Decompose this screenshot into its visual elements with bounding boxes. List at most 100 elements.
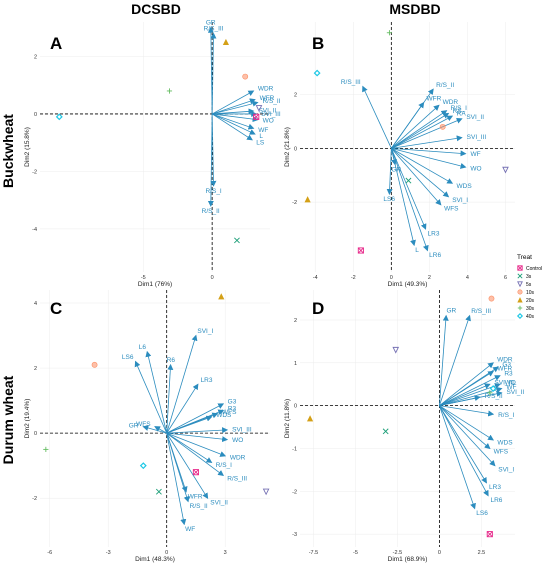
arrow-label-wo: WO — [263, 117, 274, 124]
y-tick-label: 4 — [34, 301, 37, 307]
point-5s — [502, 166, 509, 174]
point-10s — [488, 295, 495, 302]
point-30s — [166, 88, 173, 94]
loading-arrow-r-s-i — [166, 432, 213, 463]
loading-arrow-svi-i — [391, 148, 450, 198]
x-tick-label: -2.5 — [393, 550, 402, 556]
loading-arrow-wf — [166, 433, 187, 526]
loading-arrow-r-s-iii — [439, 314, 471, 406]
legend-marker-30s — [517, 305, 523, 311]
loading-arrow-ra — [391, 115, 454, 149]
arrow-label-lr3: LR3 — [489, 484, 501, 491]
loading-arrow-r-s-iii — [362, 85, 392, 149]
panel-d: -7.5 -5 -2.5 0 2.5 -3 -2 -1 0 1 2 Dim1 (68.9%) Dim2 … — [284, 290, 524, 563]
arrow-label-r-s-ii: R/S_II — [436, 82, 454, 89]
arrow-label-wo: WO — [470, 165, 481, 172]
x-tick-label: 6 — [504, 275, 507, 281]
y-tick-label: 2 — [294, 93, 297, 99]
point-5s — [392, 346, 400, 354]
legend-title: Treat — [517, 254, 532, 261]
point-control — [486, 531, 493, 538]
legend-marker-10s — [517, 289, 523, 295]
x-axis-title: Dim1 (76%) — [138, 281, 172, 288]
loading-arrow-r-s-ii — [212, 100, 259, 115]
loading-arrow-wds — [391, 147, 454, 184]
loading-arrow-gr — [207, 26, 214, 114]
point-40s — [489, 385, 497, 392]
arrow-label-r6: R6 — [167, 357, 176, 364]
arrow-label-ra: RA — [457, 111, 467, 118]
loading-arrow-rs — [391, 112, 450, 149]
loading-arrow-r-s-i — [439, 405, 495, 417]
y-axis-title: Dim2 (11.8%) — [284, 399, 291, 438]
arrow-label-svi-iii: SVI_III — [467, 134, 487, 141]
arrow-label-r-s-ii: R/S_II — [485, 393, 503, 400]
legend-label-10s: 10s — [526, 290, 535, 296]
loading-arrow-r-s-i — [210, 113, 217, 187]
arrow-label-svi-iii: SVI_III — [261, 111, 281, 118]
loading-arrow-r6 — [166, 363, 174, 434]
x-tick-label: 0 — [390, 275, 393, 281]
y-axis-title: Dim2 (15.8%) — [24, 127, 31, 167]
loading-arrow-lr3 — [166, 383, 199, 434]
point-3s — [382, 428, 389, 435]
point-10s — [91, 361, 98, 368]
loading-arrow-r-s-ii — [439, 395, 481, 407]
legend-label-40s: 40s — [526, 314, 535, 320]
loading-arrow-svi-ii — [166, 432, 209, 500]
arrow-label-wfs: WFS — [222, 409, 237, 416]
arrow-label-wdr: WDR — [230, 455, 246, 462]
arrow-label-wo: WO — [505, 380, 516, 387]
arrow-label-ls: LS — [256, 140, 265, 147]
point-10s — [439, 123, 446, 130]
loading-arrow-wf — [391, 147, 467, 157]
arrow-label-gr: GR — [447, 308, 457, 315]
loading-arrow-r-s-i — [391, 110, 448, 149]
loading-arrow-lr6 — [439, 405, 489, 497]
arrow-label-ls6: LS6 — [122, 354, 134, 361]
loading-arrow-svi-ii — [391, 117, 463, 149]
arrow-label-wfr: WFR — [260, 95, 275, 102]
legend-label-30s: 30s — [526, 306, 535, 312]
panel-letter: D — [312, 299, 324, 318]
arrow-label-svi-i: SVI_I — [452, 197, 468, 204]
arrow-label-wfr: WFR — [427, 96, 442, 103]
loading-arrow-lr3 — [439, 405, 487, 484]
y-tick-label: 2 — [34, 54, 37, 60]
loading-arrow-svi-i — [439, 405, 496, 467]
arrow-label-svi-iii: SVI_III — [232, 427, 252, 434]
point-20s — [218, 293, 225, 300]
loading-arrow-wfs — [391, 148, 442, 206]
arrow-label-gr: GR — [129, 422, 139, 429]
y-tick-label: -3 — [292, 532, 297, 538]
loading-arrow-wfr — [212, 98, 256, 115]
arrow-label-r-s-i: R/S_I — [498, 412, 514, 419]
y-tick-label: 0 — [294, 404, 297, 410]
loading-arrow-l6 — [145, 350, 168, 434]
arrow-label-gr: GR — [206, 20, 216, 27]
point-30s — [487, 390, 493, 396]
row-title-buckwheat: Buckwheat — [0, 114, 16, 188]
loading-arrow-r-s-iii — [166, 432, 225, 477]
arrow-label-lr3: LR3 — [428, 231, 440, 238]
panel-c: -6 -3 0 3 -2 0 2 4 Dim1 (48.3%) Dim2 (19.4%) C L6 LS… — [24, 290, 270, 563]
loading-arrow-wfr — [439, 370, 495, 406]
legend-label-control: Control — [526, 266, 542, 272]
point-control — [253, 113, 260, 120]
y-tick-label: -4 — [32, 227, 37, 233]
arrow-label-svi-ii: SVI_II — [210, 499, 228, 506]
y-tick-label: 0 — [294, 146, 297, 152]
loading-arrow-r-s-iii — [210, 32, 217, 114]
arrow-label-wdr: WDR — [258, 86, 274, 93]
loading-arrow-wo — [439, 383, 501, 407]
point-3s — [234, 237, 240, 244]
arrow-label-g3: G3 — [502, 361, 511, 368]
point-30s — [43, 446, 49, 453]
point-20s — [306, 415, 314, 422]
arrow-label-wds: WDS — [457, 183, 473, 190]
x-tick-label: 3 — [224, 550, 227, 556]
x-axis-title: Dim1 (48.3%) — [135, 556, 175, 563]
point-20s — [222, 38, 230, 46]
arrow-label-wdr: WDR — [443, 99, 459, 106]
